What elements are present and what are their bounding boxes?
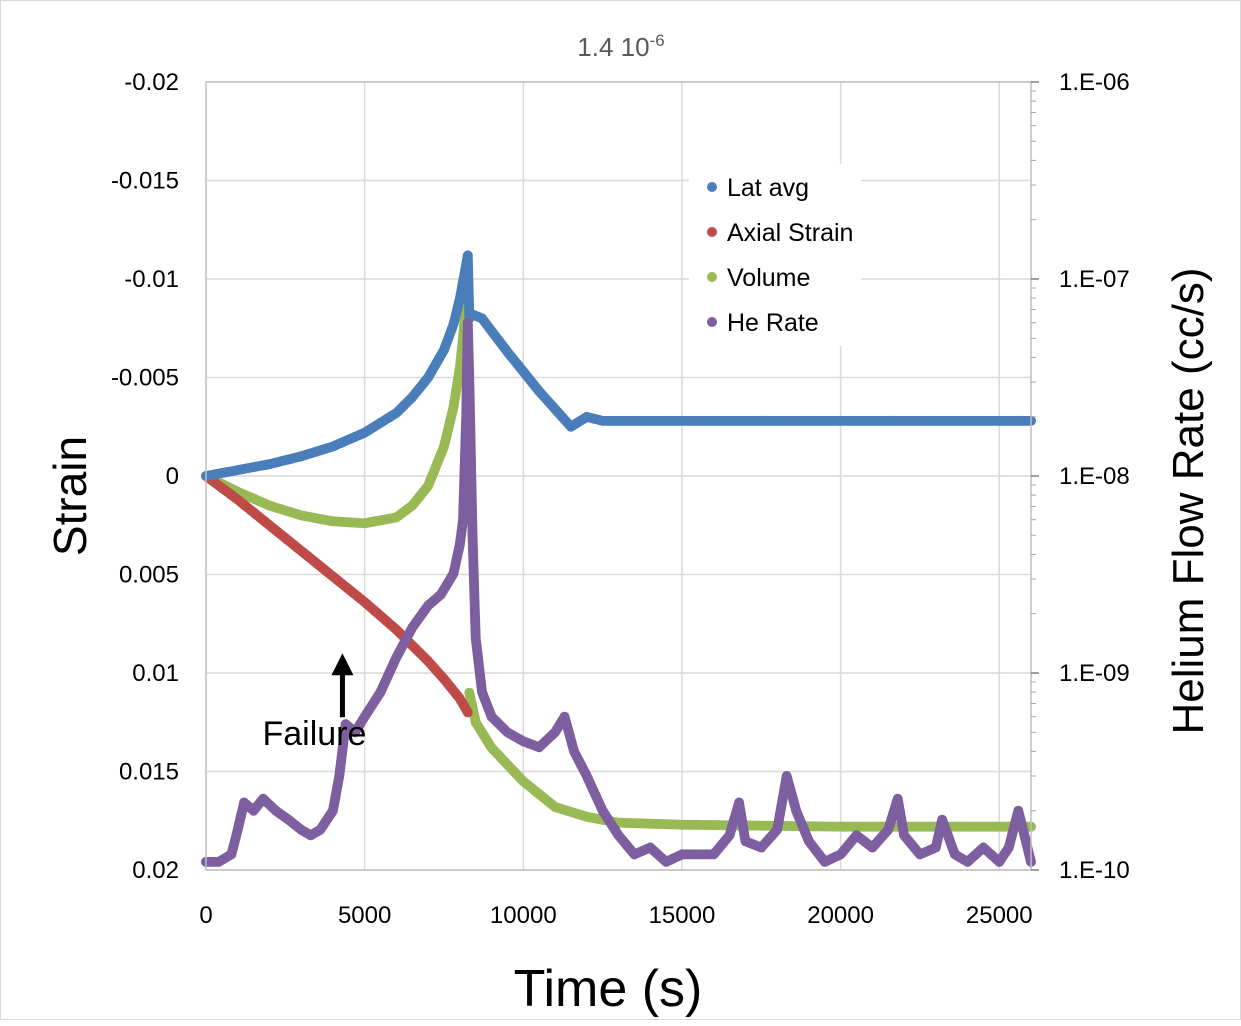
- y-tick-label: 0.02: [132, 857, 179, 884]
- legend-box: [689, 164, 861, 346]
- series-he-rate: [201, 317, 1036, 867]
- y-tick-label: 0.005: [119, 562, 179, 589]
- y-axis-title: Strain: [44, 436, 96, 556]
- x-tick-label: 10000: [490, 902, 557, 929]
- legend-marker: [707, 227, 717, 237]
- chart-title: 1.4 10-6: [577, 31, 664, 62]
- y2-axis-title: Helium Flow Rate (cc/s): [1164, 268, 1213, 735]
- legend-marker: [707, 272, 717, 282]
- series-axial-strain: [201, 471, 473, 718]
- legend: Lat avg Axial Strain Volume He Rate: [689, 164, 861, 346]
- y-tick-label: 0: [166, 463, 179, 490]
- x-axis-title: Time (s): [514, 960, 703, 1018]
- y-tick-label: -0.02: [124, 69, 179, 96]
- legend-label: Lat avg: [727, 174, 809, 202]
- legend-marker: [707, 182, 717, 192]
- x-tick-label: 0: [199, 902, 212, 929]
- legend-label: Volume: [727, 264, 810, 292]
- y-tick-label: 0.01: [132, 660, 179, 687]
- x-tick-label: 5000: [338, 902, 391, 929]
- x-tick-label: 25000: [966, 902, 1033, 929]
- y2-tick-label: 1.E-06: [1059, 69, 1130, 96]
- x-tick-label: 15000: [649, 902, 716, 929]
- x-tick-label: 20000: [807, 902, 874, 929]
- failure-annotation-label: Failure: [262, 715, 366, 753]
- y-tick-label: -0.005: [111, 365, 179, 392]
- series-layer: [201, 250, 1036, 867]
- legend-label: He Rate: [727, 309, 819, 337]
- series-lat-avg: [201, 250, 1036, 481]
- y2-tick-label: 1.E-07: [1059, 266, 1130, 293]
- axes: 0 5000 10000 15000 20000 25000 -0.02 -0.015 -0.0…: [111, 69, 1130, 929]
- y2-tick-label: 1.E-09: [1059, 660, 1130, 687]
- y-tick-label: -0.01: [124, 266, 179, 293]
- legend-label: Axial Strain: [727, 219, 853, 247]
- y2-tick-label: 1.E-08: [1059, 463, 1130, 490]
- annotations: Failure: [262, 653, 366, 753]
- y2-tick-label: 1.E-10: [1059, 857, 1130, 884]
- legend-marker: [707, 317, 717, 327]
- data-point: [462, 707, 473, 718]
- y-tick-label: -0.015: [111, 168, 179, 195]
- failure-arrow-head: [331, 653, 354, 676]
- y-tick-label: 0.015: [119, 759, 179, 786]
